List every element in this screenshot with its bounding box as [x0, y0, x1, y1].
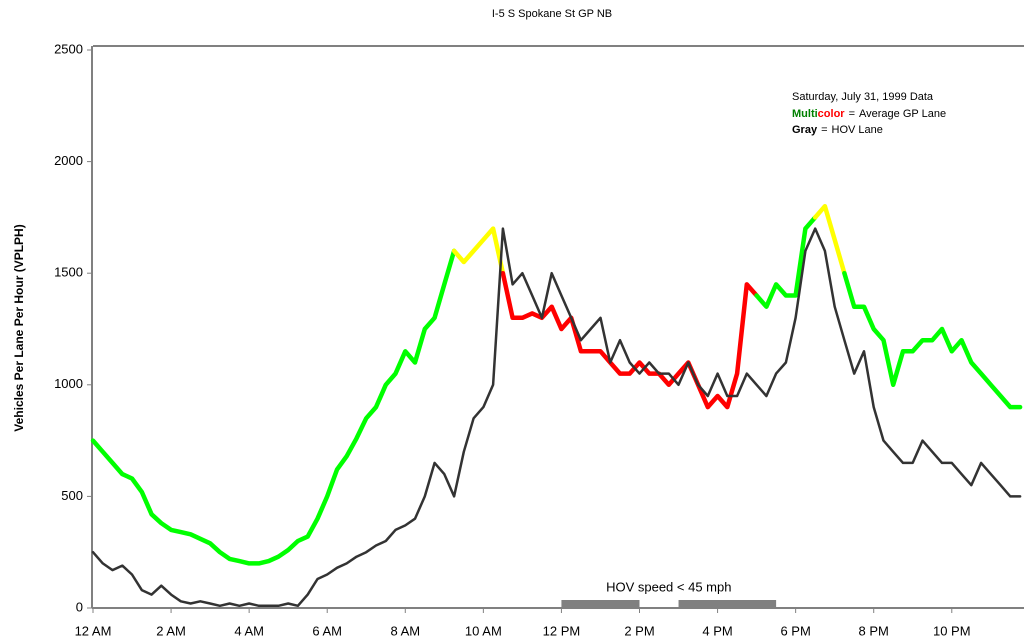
- legend-key: color: [818, 108, 846, 120]
- series-line: [812, 203, 847, 276]
- legend-separator: =: [849, 108, 855, 120]
- series-line: [451, 226, 506, 276]
- x-tick-label: 10 PM: [933, 623, 971, 638]
- x-tick-label: 4 AM: [234, 623, 264, 638]
- x-tick-label: 2 PM: [624, 623, 654, 638]
- legend-key: Gray: [792, 124, 818, 136]
- series-line: [754, 215, 818, 309]
- y-tick-label: 500: [61, 488, 83, 503]
- series-line: [91, 227, 1022, 608]
- x-tick-label: 4 PM: [702, 623, 732, 638]
- y-tick-label: 1000: [54, 376, 83, 391]
- series-line: [842, 270, 1023, 410]
- x-tick-label: 6 AM: [312, 623, 342, 638]
- legend-entry: Gray = HOV Lane: [792, 124, 883, 136]
- x-tick-label: 8 PM: [859, 623, 889, 638]
- chart-title: I-5 S Spokane St GP NB: [492, 8, 612, 20]
- y-axis-label: Vehicles Per Lane Per Hour (VPLPH): [12, 224, 26, 431]
- legend-name: Average GP Lane: [859, 108, 946, 120]
- legend-key: Multi: [792, 108, 818, 120]
- y-tick-label: 1500: [54, 265, 83, 280]
- y-tick-label: 2000: [54, 153, 83, 168]
- hov-slow-bar: [561, 600, 640, 608]
- series-line: [90, 248, 457, 566]
- legend-title: Saturday, July 31, 1999 Data: [792, 91, 934, 103]
- x-tick-label: 6 PM: [780, 623, 810, 638]
- x-tick-label: 12 AM: [75, 623, 112, 638]
- legend-separator: =: [821, 124, 827, 136]
- y-tick-label: 0: [76, 599, 83, 614]
- x-tick-label: 8 AM: [390, 623, 420, 638]
- series-line: [500, 270, 759, 410]
- x-tick-label: 12 PM: [543, 623, 581, 638]
- legend-name: HOV Lane: [832, 124, 883, 136]
- hov-slow-bar: [678, 600, 777, 608]
- y-tick-label: 2500: [54, 41, 83, 56]
- x-tick-label: 2 AM: [156, 623, 186, 638]
- x-tick-label: 10 AM: [465, 623, 502, 638]
- legend-entry: Multicolor = Average GP Lane: [792, 108, 946, 120]
- hov-slow-label: HOV speed < 45 mph: [606, 579, 731, 594]
